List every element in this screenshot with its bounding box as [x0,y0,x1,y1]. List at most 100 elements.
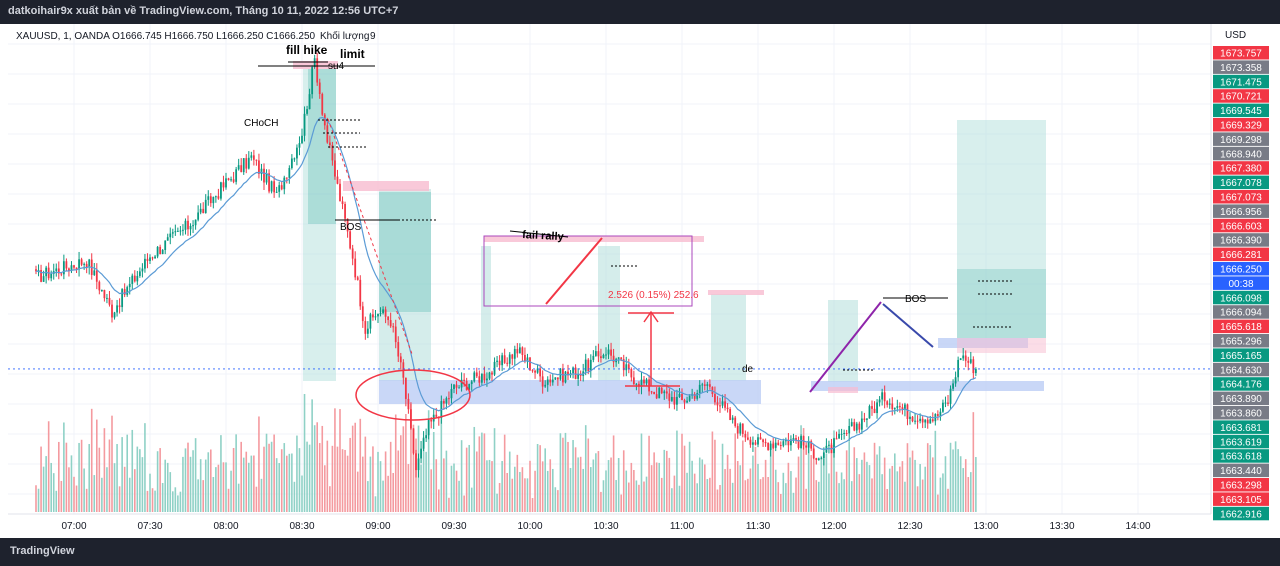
volume-bar [204,459,207,512]
candle-body [643,379,645,384]
candle-body [138,271,141,276]
volume-bar [516,454,519,512]
candle-body [95,270,98,282]
candle-body [50,273,53,279]
volume-bar [425,451,427,512]
candle-body [681,393,683,401]
volume-bar [876,454,878,512]
candle-body [635,383,638,385]
volume-bar [597,451,600,512]
candle-body [721,401,724,406]
time-tick-3: 08:30 [289,521,314,532]
volume-bar [356,471,359,512]
candle-body [377,313,379,317]
candle-body [65,261,68,269]
time-tick-11: 12:30 [897,521,922,532]
price-tag-6: 1669.298 [1220,135,1262,146]
volume-bar [346,455,349,512]
volume-bar [311,399,313,512]
volume-bar [146,490,149,512]
volume-bar [638,484,640,512]
candle-body [757,437,759,445]
candle-body [888,403,891,405]
price-tag-7: 1668.940 [1220,149,1262,160]
candle-body [486,378,488,381]
candle-body [242,158,245,173]
volume-bar [387,475,389,512]
candle-body [891,403,894,410]
candle-body [739,423,742,434]
volume-bar [70,455,73,512]
candle-body [683,400,686,403]
candle-body [113,312,116,318]
candle-body [397,342,400,357]
volume-bar [189,456,192,512]
volume-bar [628,482,630,512]
symbol-line: XAUUSD, 1, OANDA O1666.745 H1666.750 L16… [16,31,316,42]
volume-bar [602,480,605,512]
chart-area[interactable]: fill hike limit su4 CHoCH BOS fail rally… [8,24,1272,538]
candle-body [458,387,460,389]
volume-bar [605,470,607,512]
volume-bar [159,448,161,512]
candle-body [475,372,478,377]
price-tag-27: 1663.619 [1220,437,1262,448]
volume-bar [820,455,823,512]
candle-body [293,158,296,160]
candle-body [131,275,134,284]
candle-body [622,359,625,371]
red-measure-arrow [643,310,659,323]
volume-bar [932,457,934,512]
volume-bar [478,436,481,512]
price-tag-26: 1663.681 [1220,423,1262,434]
volume-bar [742,440,744,512]
candle-body [724,401,726,408]
candle-body [503,355,506,363]
volume-bar [83,468,85,512]
fill-hike-label: fill hike [286,43,328,57]
volume-bar [359,418,362,512]
volume-bar [123,466,126,512]
volume-bar [883,457,886,512]
volume-bar [572,440,574,512]
zone-green-3 [481,246,491,381]
candle-body [544,384,547,387]
candle-body [587,359,590,371]
candle-body [366,328,369,334]
price-tag-3: 1670.721 [1220,92,1262,103]
volume-bar [863,452,866,512]
price-tag-12: 1666.603 [1220,221,1262,232]
time-tick-4: 09:00 [365,521,390,532]
volume-bar [909,457,911,512]
volume-bar [258,416,260,512]
candle-body [235,169,238,182]
chart-svg[interactable]: fill hike limit su4 CHoCH BOS fail rally… [8,24,1272,538]
candle-body [100,290,103,292]
volume-bar [255,486,258,512]
legend: XAUUSD, 1, OANDA O1666.745 H1666.750 L16… [16,30,376,42]
volume-bar [848,441,850,512]
volume-bar [392,473,394,512]
volume-bar [754,446,757,512]
candle-body [351,248,354,259]
candle-body [784,440,787,442]
volume-bar [379,461,382,512]
volume-bar [166,462,169,512]
time-tick-7: 10:30 [593,521,618,532]
time-tick-14: 14:00 [1125,521,1150,532]
time-tick-6: 10:00 [517,521,542,532]
candle-body [164,240,167,250]
volume-bar [615,480,617,512]
candle-body [60,273,63,275]
candle-body [404,377,407,399]
volume-bar [106,467,108,512]
volume-bar [838,483,840,512]
volume-bar [217,464,220,512]
volume-bar [460,440,463,512]
candle-body [764,442,767,444]
candle-body [790,439,792,446]
volume-bar [93,475,96,512]
candle-body [435,414,438,417]
volume-bar [726,454,729,512]
volume-bar [691,460,693,512]
